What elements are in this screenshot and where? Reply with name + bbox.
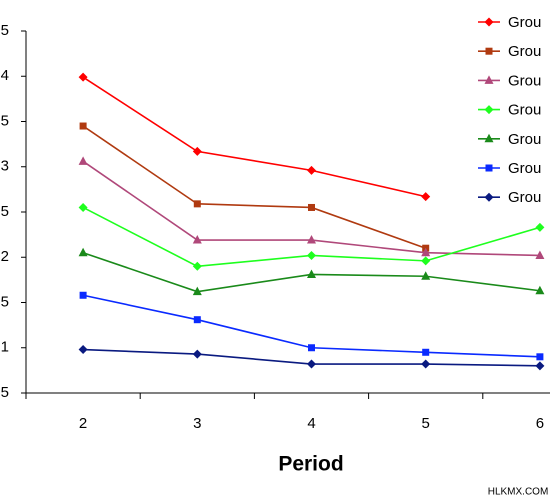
- y-tick-label: 3.5: [0, 112, 9, 129]
- marker: [307, 359, 316, 369]
- legend-label: Grou: [508, 189, 541, 206]
- y-tick-label: 2: [1, 248, 9, 265]
- marker: [79, 122, 87, 130]
- marker: [307, 250, 316, 260]
- marker: [78, 156, 88, 165]
- watermark: HLKMX.COM: [488, 487, 549, 498]
- series-line: [82, 76, 426, 198]
- marker: [484, 17, 494, 27]
- marker: [308, 344, 315, 352]
- marker: [422, 348, 430, 356]
- marker: [536, 353, 544, 361]
- marker: [535, 285, 545, 295]
- marker: [307, 269, 316, 278]
- legend-label: Grou: [508, 102, 541, 119]
- marker: [78, 247, 88, 257]
- marker: [307, 165, 316, 175]
- legend-label: Grou: [508, 72, 541, 89]
- marker: [421, 256, 431, 266]
- y-tick-label: 4: [1, 67, 9, 84]
- marker: [307, 235, 316, 244]
- legend-label: Grou: [508, 14, 541, 31]
- marker: [308, 203, 315, 211]
- x-tick-label: 2: [79, 415, 87, 432]
- x-tick-label: 5: [422, 415, 430, 432]
- marker: [193, 316, 201, 324]
- marker: [192, 235, 202, 244]
- marker: [78, 345, 88, 355]
- marker: [192, 261, 202, 271]
- marker: [421, 192, 431, 202]
- marker: [78, 202, 88, 212]
- marker: [485, 47, 493, 55]
- y-tick-label: 1: [1, 339, 9, 356]
- legend-label: Grou: [508, 43, 541, 60]
- marker: [78, 72, 88, 82]
- marker: [193, 200, 201, 208]
- marker: [484, 192, 494, 202]
- legend-label: Grou: [508, 131, 541, 148]
- y-tick-label: 0.5: [0, 384, 9, 401]
- marker: [192, 286, 202, 296]
- y-tick-label: 1.5: [0, 293, 9, 310]
- marker: [421, 247, 431, 257]
- series-line: [82, 125, 426, 249]
- x-axis-label: Period: [278, 453, 343, 476]
- x-tick-label: 3: [193, 415, 201, 432]
- legend-label: Grou: [508, 160, 541, 177]
- marker: [485, 164, 493, 172]
- y-tick-label: 4.5: [0, 22, 9, 39]
- marker: [421, 271, 431, 280]
- marker: [484, 75, 494, 84]
- marker: [535, 361, 545, 371]
- x-tick-label: 6: [536, 415, 544, 432]
- marker: [484, 133, 494, 143]
- x-tick-label: 4: [307, 415, 315, 432]
- marker: [192, 349, 202, 359]
- y-tick-label: 2.5: [0, 203, 9, 220]
- marker: [535, 222, 545, 232]
- marker: [421, 359, 431, 369]
- marker: [535, 250, 545, 259]
- marker: [79, 291, 87, 299]
- marker: [192, 146, 202, 156]
- y-tick-label: 3: [1, 158, 9, 175]
- marker: [484, 105, 494, 115]
